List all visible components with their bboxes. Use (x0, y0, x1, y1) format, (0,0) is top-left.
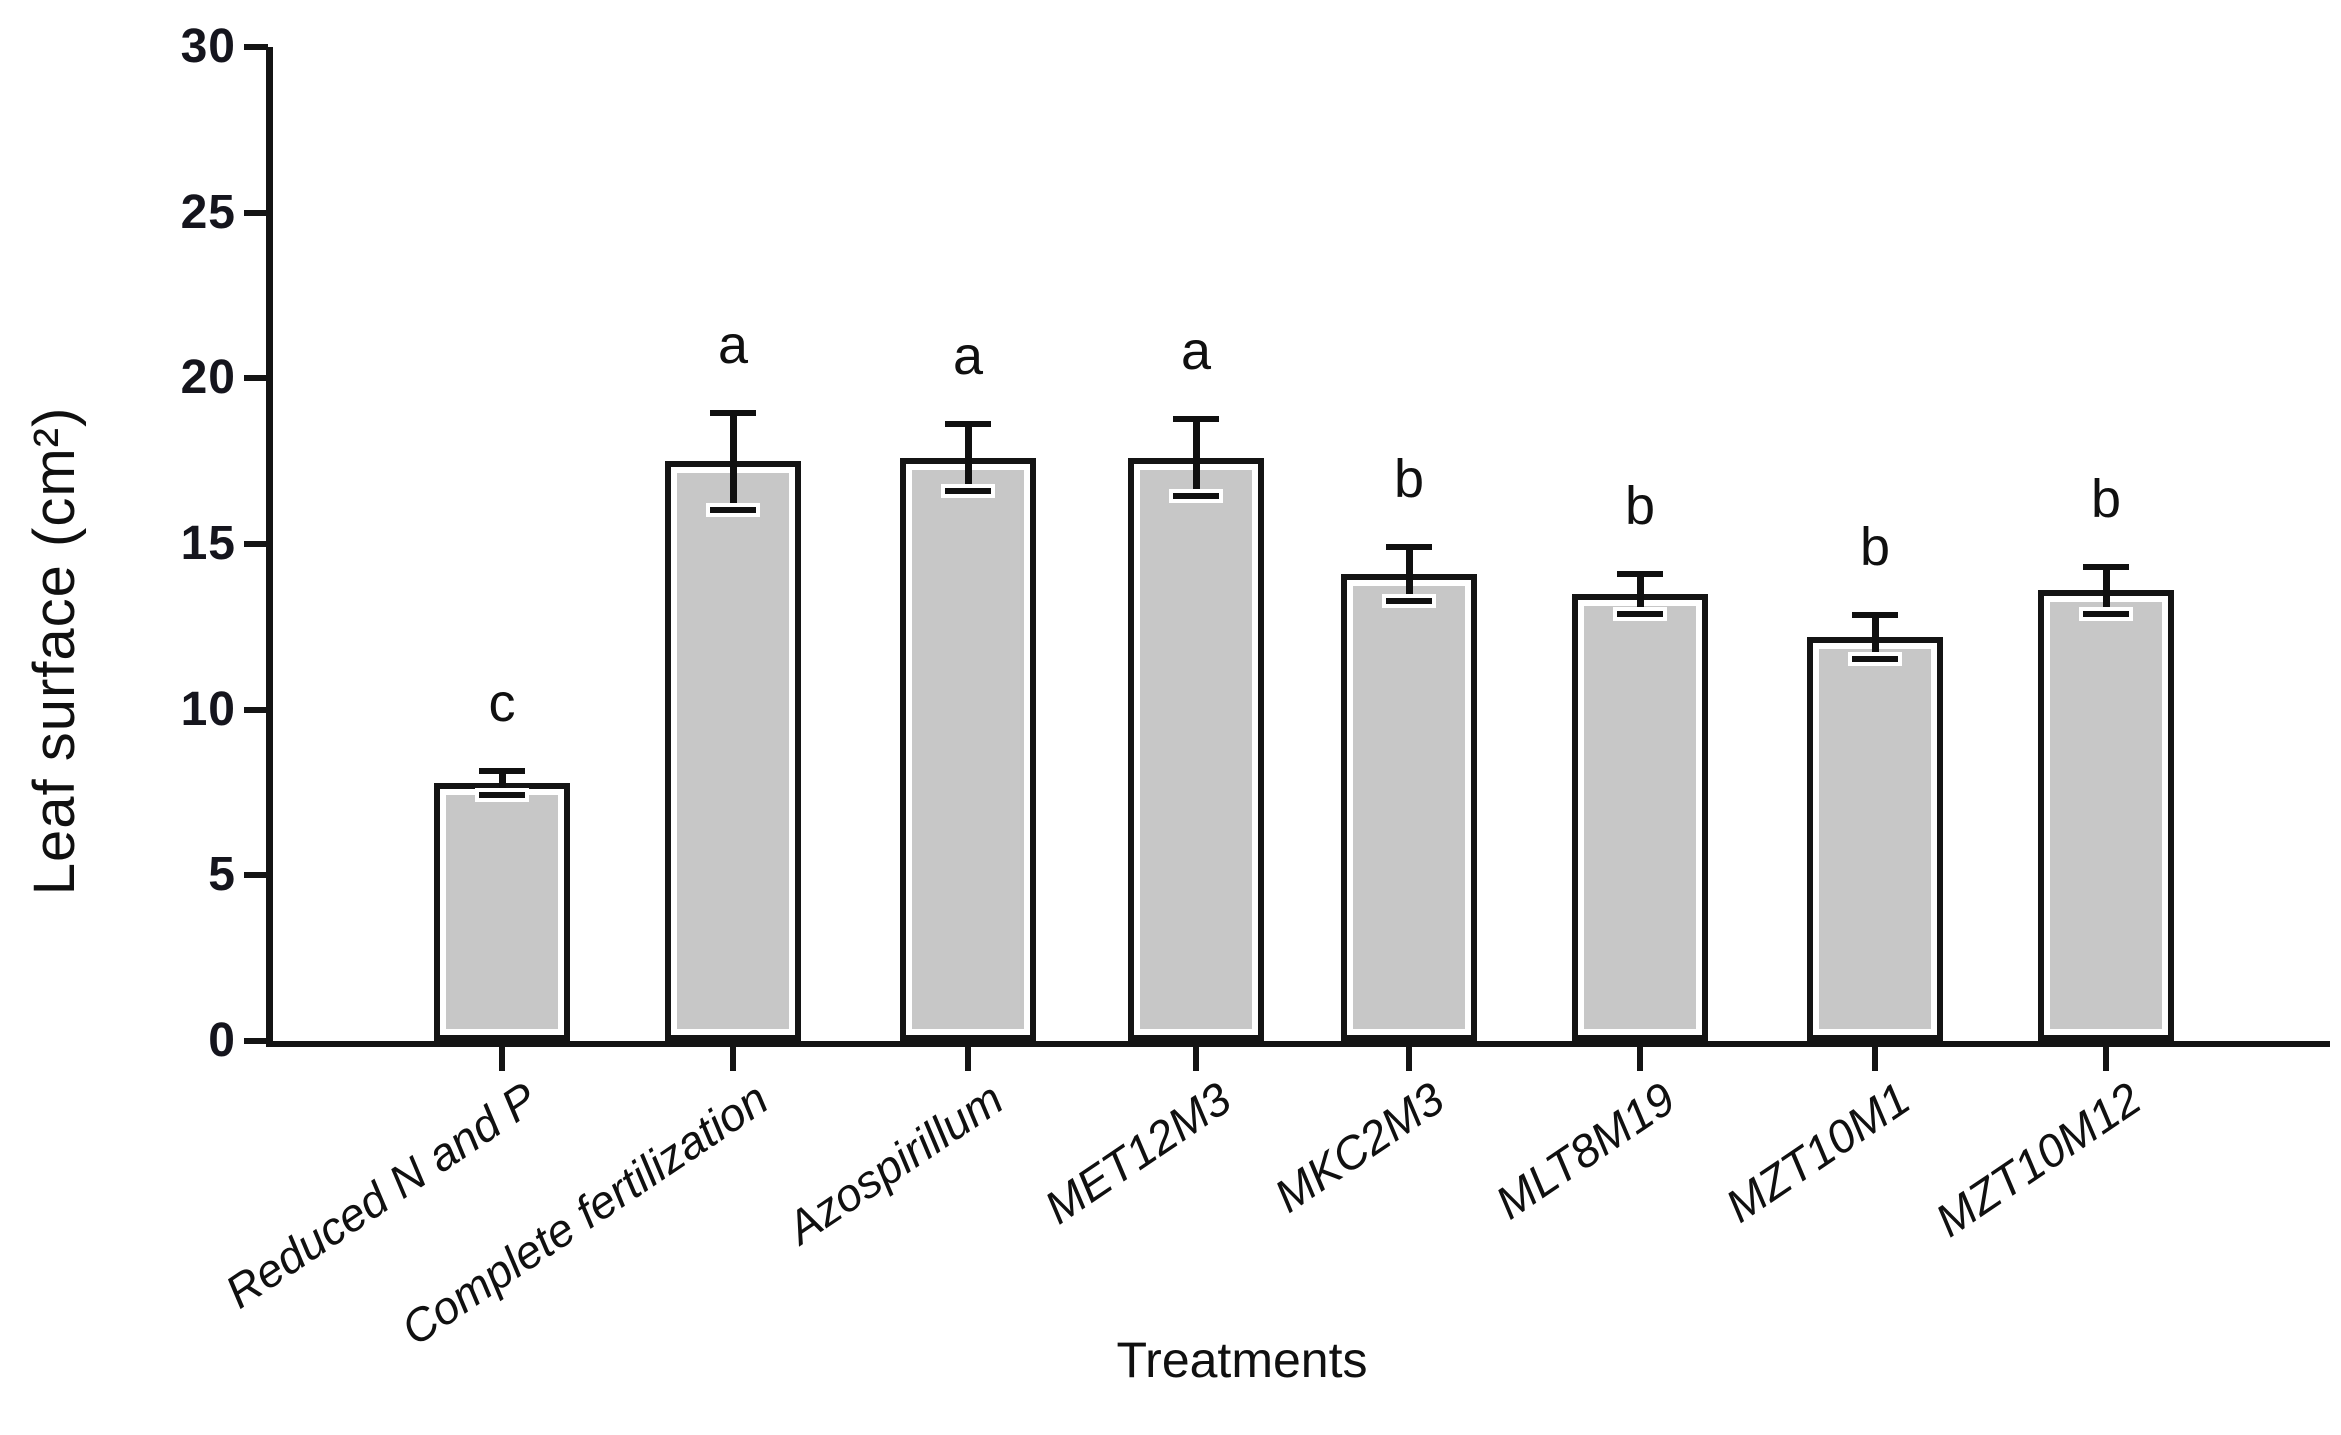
error-bar-cap-bottom (2083, 611, 2129, 617)
error-bar-line (729, 410, 737, 513)
bar (1807, 637, 1943, 1041)
error-bar-cap-top (945, 421, 991, 427)
y-tick-mark (244, 541, 268, 547)
significance-letter: a (952, 326, 984, 386)
y-axis-line (266, 47, 273, 1047)
error-bar-line (1871, 612, 1879, 662)
y-tick-label: 0 (208, 1014, 236, 1067)
y-tick-mark (244, 209, 268, 216)
error-bar-cap-top (1173, 416, 1219, 422)
error-bar (1617, 571, 1663, 617)
bar-fill (2050, 602, 2162, 1029)
bar-fill (1353, 586, 1465, 1029)
bar-fill (677, 473, 789, 1029)
significance-letter: a (717, 315, 749, 375)
x-tick-mark (1637, 1047, 1643, 1071)
y-tick-mark (244, 44, 268, 50)
bar (1341, 574, 1477, 1041)
error-bar-line (1636, 571, 1644, 617)
significance-letter: b (1393, 449, 1425, 509)
error-bar-cap-top (1852, 612, 1898, 618)
error-bar-cap-top (1617, 571, 1663, 577)
y-tick-label: 10 (180, 682, 236, 736)
bar (1128, 458, 1264, 1041)
error-bar-line (1405, 544, 1413, 604)
y-tick-label: 15 (180, 517, 236, 570)
bar-fill (446, 795, 558, 1029)
x-tick-mark (730, 1047, 736, 1071)
plot-area: c a a a b b b b (270, 47, 2330, 1041)
bar-fill (1819, 649, 1931, 1029)
bar-fill (1140, 470, 1252, 1029)
error-bar-cap-top (479, 768, 525, 774)
significance-letter: b (1624, 476, 1656, 536)
bar (1572, 594, 1708, 1041)
x-tick-mark (1872, 1047, 1878, 1071)
error-bar (1173, 416, 1219, 499)
y-tick-mark (244, 706, 268, 713)
error-bar-cap-bottom (1852, 656, 1898, 662)
error-bar (1386, 544, 1432, 604)
x-tick-mark (499, 1047, 505, 1071)
y-tick-label: 30 (180, 20, 236, 73)
error-bar-line (1192, 416, 1200, 499)
error-bar-cap-top (1386, 544, 1432, 550)
bar (900, 458, 1036, 1041)
error-bar-cap-bottom (1617, 611, 1663, 617)
significance-letter: b (2090, 469, 2122, 529)
y-tick-label: 5 (208, 848, 236, 902)
error-bar-cap-bottom (1386, 598, 1432, 604)
x-axis-title: Treatments (1116, 1332, 1368, 1388)
error-bar-cap-bottom (479, 792, 525, 798)
x-tick-mark (1193, 1047, 1199, 1071)
error-bar-cap-bottom (1173, 493, 1219, 499)
y-axis-title: Leaf surface (cm²) (22, 406, 87, 896)
error-bar (710, 410, 756, 513)
error-bar-cap-top (710, 410, 756, 416)
bar-fill (912, 470, 1024, 1029)
error-bar-cap-bottom (945, 488, 991, 494)
error-bar (479, 768, 525, 798)
y-tick-mark (244, 872, 268, 879)
y-tick-label: 25 (180, 185, 236, 239)
bar (434, 783, 570, 1041)
bar (665, 461, 801, 1041)
error-bar (945, 421, 991, 494)
error-bar-line (2102, 564, 2110, 617)
x-axis-line (266, 1041, 2330, 1047)
x-tick-mark (2103, 1047, 2109, 1071)
significance-letter: c (488, 673, 516, 733)
significance-letter: a (1180, 321, 1212, 381)
error-bar (2083, 564, 2129, 617)
bar (2038, 590, 2174, 1041)
x-tick-mark (965, 1047, 971, 1071)
significance-letter: b (1859, 517, 1891, 577)
error-bar-cap-top (2083, 564, 2129, 570)
error-bar (1852, 612, 1898, 662)
bar-fill (1584, 606, 1696, 1029)
y-tick-mark (244, 375, 268, 382)
x-tick-mark (1406, 1047, 1412, 1071)
error-bar-cap-bottom (710, 507, 756, 513)
error-bar-line (498, 768, 506, 798)
y-tick-label: 20 (180, 351, 236, 405)
y-tick-mark (244, 1038, 268, 1044)
error-bar-line (964, 421, 972, 494)
